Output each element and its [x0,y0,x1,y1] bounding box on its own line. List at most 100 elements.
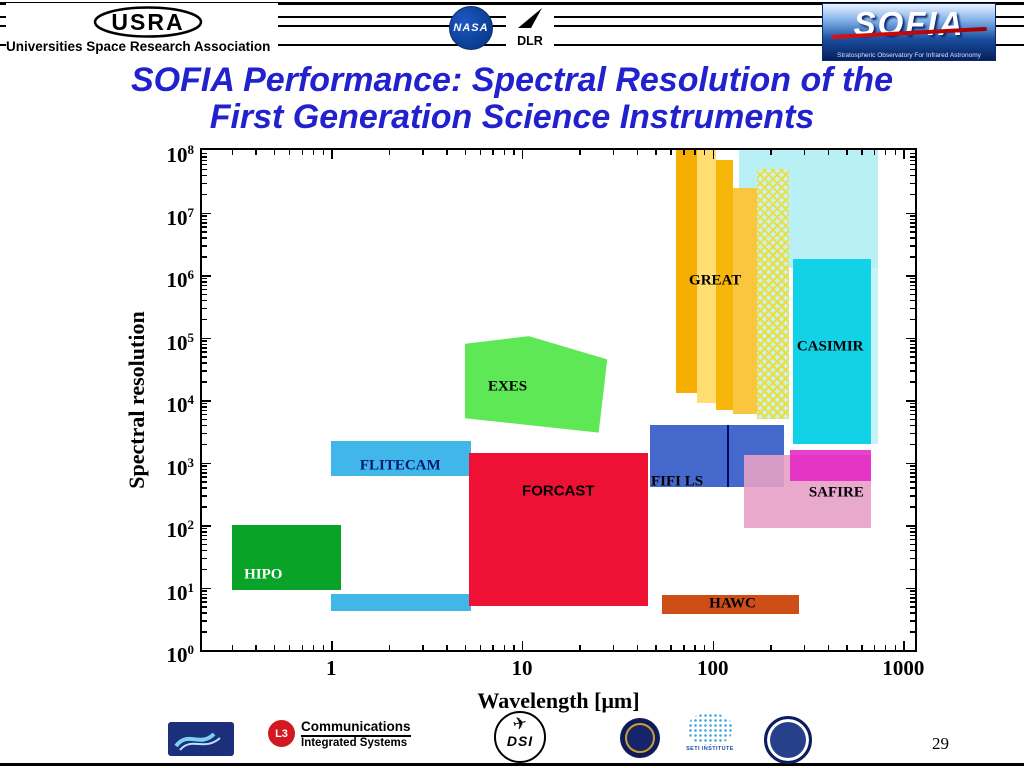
sofia-logo: SOFIA Stratospheric Observatory For Infr… [822,3,996,61]
y-tick [202,538,207,541]
y-tick [910,506,915,508]
y-tick [910,465,915,467]
x-tick [388,645,391,650]
seti-logo: SETI INSTITUTE [684,713,736,761]
x-tick [273,645,276,650]
y-tick [910,468,915,471]
seti-logo-text: SETI INSTITUTE [686,746,734,752]
x-tick [255,645,257,650]
y-tick [910,606,915,608]
region-casimir-pale-right [870,267,879,444]
y-tick [202,568,207,571]
x-tick [803,645,806,650]
x-tick [301,645,304,650]
x-tick [322,150,325,155]
instrument-label-hipo: HIPO [244,566,283,583]
y-tick [202,218,207,221]
y-tick [202,193,207,196]
y-tick [202,159,207,162]
x-tick [301,150,304,155]
x-tick [288,645,291,650]
region-casimir [793,259,871,444]
x-tick [446,150,448,155]
region-hawc [661,594,799,614]
partner-logo-wave-icon [174,732,221,751]
x-tick [521,150,524,159]
y-tick [202,506,207,508]
nasa-logo-icon: NASA [449,6,493,50]
region-great-band-1 [675,150,698,393]
y-tick [202,462,211,464]
y-tick [202,174,207,177]
x-tick [231,645,234,650]
l3-logo-wordmark: Communications Integrated Systems [301,719,411,749]
y-tick [202,531,207,533]
y-tick [202,152,207,155]
x-tick [683,645,685,650]
region-great-band-3 [715,159,734,410]
instrument-label-fifi-ls: FIFI LS [650,473,704,490]
y-tick-label: 105 [166,329,195,355]
plot-area: GREAT CASIMIR EXES FLITECAM FORCAST FIFI LS SA… [200,148,917,652]
y-tick-label: 108 [166,142,195,167]
y-tick [910,443,915,446]
y-tick [910,193,915,196]
x-tick [612,645,615,650]
nasa-logo-text: NASA [453,22,489,34]
x-tick [884,645,887,650]
y-tick [202,340,207,342]
y-tick [202,284,207,287]
y-tick [202,351,207,353]
x-tick-label: 1000 [882,656,925,680]
y-tick [202,400,211,402]
y-tick [910,495,915,497]
y-tick [910,538,915,541]
y-tick [202,215,207,217]
y-tick [202,481,207,483]
y-tick [910,182,915,185]
x-tick [503,150,505,155]
y-tick [202,612,207,614]
y-tick-label: 104 [166,392,195,417]
y-tick [202,288,207,291]
y-tick [202,299,207,302]
x-tick [903,641,905,650]
y-tick-label: 107 [166,204,195,230]
x-tick [322,645,325,650]
y-tick [202,318,207,321]
region-great-band-4 [733,187,757,414]
y-tick [202,237,207,239]
y-tick [910,531,915,533]
y-tick [910,156,915,158]
x-tick [464,150,467,155]
x-tick [479,645,482,650]
y-tick [202,527,207,530]
y-tick [910,402,915,405]
x-tick [579,645,581,650]
instrument-label-casimir: CASIMIR [796,338,864,355]
l3-integrated-systems-text: Integrated Systems [301,737,408,749]
y-tick [202,409,207,412]
y-tick [202,406,207,408]
y-tick [910,543,915,546]
x-tick [683,150,685,155]
round-seal-logo-icon [764,716,812,764]
y-tick [202,156,207,158]
y-tick-label: 102 [166,517,195,542]
y-tick [202,468,207,471]
x-tick [861,645,863,650]
page-number: 29 [932,734,949,753]
x-tick [861,150,863,155]
x-tick [903,150,905,159]
y-tick [910,159,915,162]
y-tick [202,163,207,166]
x-tick [846,645,848,650]
y-tick [202,307,207,310]
x-tick [884,150,887,155]
y-tick [910,557,915,560]
y-tick [910,549,915,552]
instrument-label-great: GREAT [689,272,742,289]
x-tick [703,645,706,650]
y-tick [910,601,915,603]
x-tick [331,641,333,650]
